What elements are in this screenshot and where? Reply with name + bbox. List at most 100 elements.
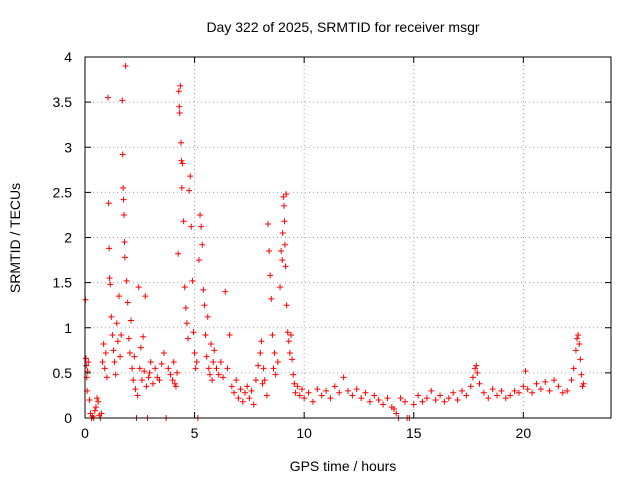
data-point xyxy=(454,396,461,403)
data-point xyxy=(85,359,92,366)
data-point xyxy=(559,389,566,396)
data-point xyxy=(580,380,587,387)
data-point xyxy=(281,218,288,225)
data-point xyxy=(576,340,583,347)
data-point xyxy=(507,392,514,399)
y-tick-label: 0.5 xyxy=(53,365,73,381)
y-tick-label: 3 xyxy=(64,139,72,155)
data-point xyxy=(143,383,150,390)
data-point xyxy=(206,371,213,378)
data-point xyxy=(156,377,163,384)
data-point xyxy=(158,360,165,367)
data-point xyxy=(291,380,298,387)
data-point xyxy=(286,350,293,357)
data-point xyxy=(106,275,113,282)
data-point xyxy=(182,304,189,311)
data-point xyxy=(130,377,137,384)
data-point xyxy=(169,377,176,384)
data-point xyxy=(110,347,117,354)
data-point xyxy=(113,320,120,327)
data-point xyxy=(419,398,426,405)
data-point xyxy=(494,392,501,399)
y-tick-label: 1.5 xyxy=(53,275,73,291)
data-point xyxy=(309,398,316,405)
data-point xyxy=(83,362,90,369)
data-point xyxy=(210,359,217,366)
data-point xyxy=(180,218,187,225)
data-point xyxy=(345,387,351,394)
data-point xyxy=(241,389,248,396)
data-point xyxy=(289,356,296,363)
data-point xyxy=(124,299,131,306)
data-point xyxy=(86,396,93,403)
data-point xyxy=(205,365,212,372)
data-point xyxy=(135,284,142,291)
data-point xyxy=(244,383,251,390)
data-point xyxy=(239,398,246,405)
data-point xyxy=(314,386,321,393)
data-point xyxy=(277,284,284,291)
data-point xyxy=(336,389,343,396)
data-point xyxy=(246,395,253,402)
data-point xyxy=(167,371,174,378)
data-point xyxy=(233,377,240,384)
data-point xyxy=(529,389,536,396)
data-point xyxy=(95,398,102,405)
data-point xyxy=(366,398,373,405)
data-point xyxy=(114,338,121,345)
data-point xyxy=(257,350,264,357)
data-point xyxy=(283,191,290,198)
data-point xyxy=(445,395,452,402)
data-point xyxy=(260,365,267,372)
data-point xyxy=(485,395,492,402)
data-point xyxy=(177,139,184,146)
data-point xyxy=(187,173,194,180)
data-point xyxy=(542,378,549,385)
data-point xyxy=(384,395,391,402)
data-point xyxy=(226,331,233,338)
data-point xyxy=(132,386,139,393)
data-point xyxy=(358,395,365,402)
data-point xyxy=(393,410,400,417)
data-point xyxy=(263,392,270,399)
data-point xyxy=(170,359,177,366)
data-point xyxy=(122,63,129,70)
data-point xyxy=(294,383,301,390)
data-point xyxy=(174,369,181,376)
data-point xyxy=(375,396,382,403)
y-tick-label: 4 xyxy=(64,49,72,65)
data-point xyxy=(298,386,305,393)
data-point xyxy=(284,329,291,336)
data-point xyxy=(258,338,265,345)
data-point xyxy=(520,383,527,390)
data-point xyxy=(401,398,408,405)
data-point xyxy=(108,313,115,320)
x-tick-label: 10 xyxy=(296,425,312,441)
x-axis-label: GPS time / hours xyxy=(290,458,397,474)
data-point xyxy=(270,365,277,372)
data-point xyxy=(362,389,369,396)
data-point xyxy=(215,371,222,378)
data-point xyxy=(281,241,288,248)
data-point xyxy=(178,157,185,164)
data-point xyxy=(203,353,210,360)
data-point xyxy=(142,293,149,300)
data-point xyxy=(131,353,138,360)
data-point xyxy=(222,288,229,295)
x-tick-label: 15 xyxy=(406,425,422,441)
data-point xyxy=(129,365,136,372)
data-point xyxy=(149,380,156,387)
data-point xyxy=(186,187,193,194)
data-point xyxy=(105,200,112,207)
data-point xyxy=(199,241,206,248)
data-point xyxy=(515,389,522,396)
data-point xyxy=(179,160,186,167)
data-point xyxy=(102,350,109,357)
data-point xyxy=(211,347,218,354)
data-point xyxy=(137,344,144,351)
data-point xyxy=(195,257,202,264)
data-point xyxy=(134,392,141,399)
x-tick-label: 0 xyxy=(81,425,89,441)
data-point xyxy=(111,359,118,366)
data-point xyxy=(136,365,143,372)
